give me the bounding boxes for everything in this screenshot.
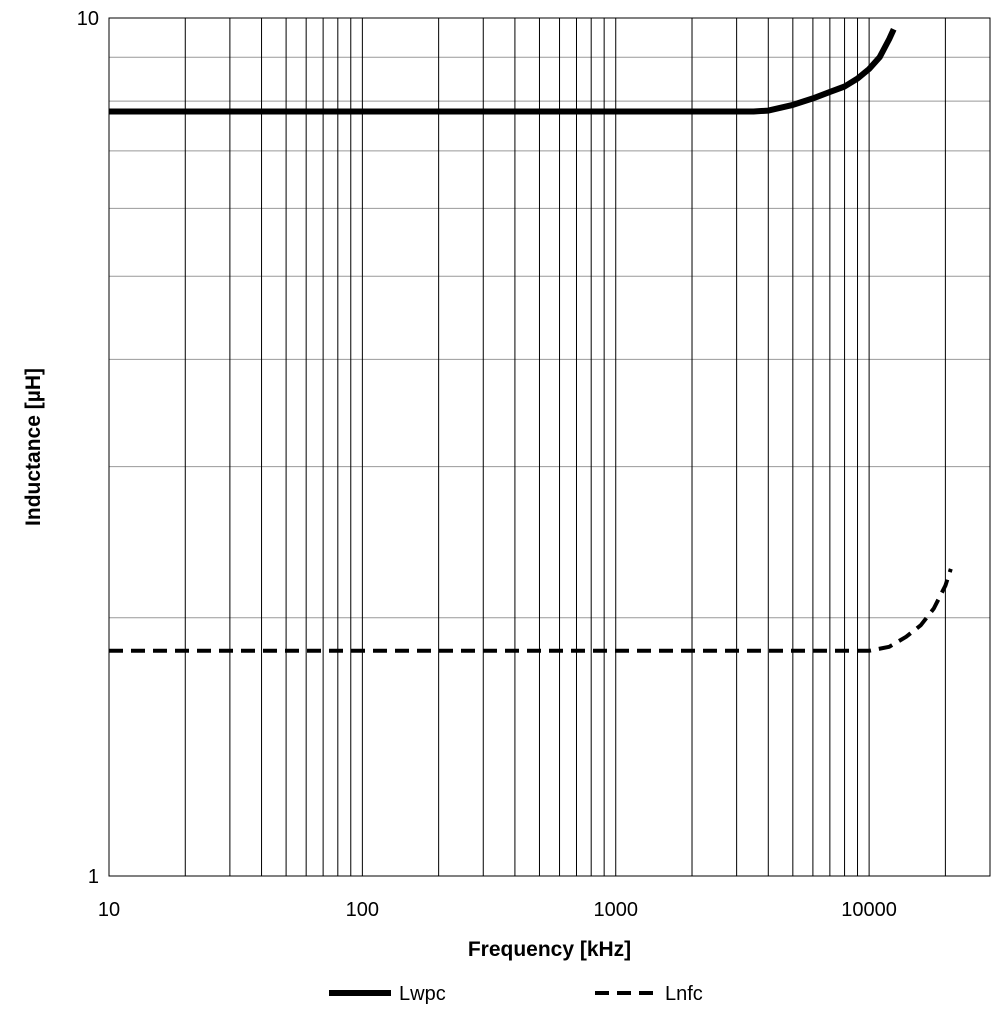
x-tick-label: 10000 xyxy=(841,899,897,921)
x-tick-label: 100 xyxy=(346,899,379,921)
series-line-lnfc xyxy=(109,568,953,653)
tick-label-layer: 10 100 1000 10000 1 10 xyxy=(77,8,897,921)
series-layer xyxy=(109,28,953,653)
y-tick-label: 1 xyxy=(88,866,99,888)
legend-label-lwpc: Lwpc xyxy=(399,983,446,1005)
plot-area-frame xyxy=(108,17,991,877)
y-tick-label: 10 xyxy=(77,8,99,30)
x-tick-label: 1000 xyxy=(593,899,638,921)
legend: Lwpc Lnfc xyxy=(329,983,703,1005)
legend-label-lnfc: Lnfc xyxy=(665,983,703,1005)
y-axis-title: Inductance [µH] xyxy=(22,368,45,526)
series-line-lwpc xyxy=(109,28,897,115)
grid-layer xyxy=(109,18,990,876)
x-tick-label: 10 xyxy=(98,899,120,921)
x-axis-title: Frequency [kHz] xyxy=(468,938,631,961)
